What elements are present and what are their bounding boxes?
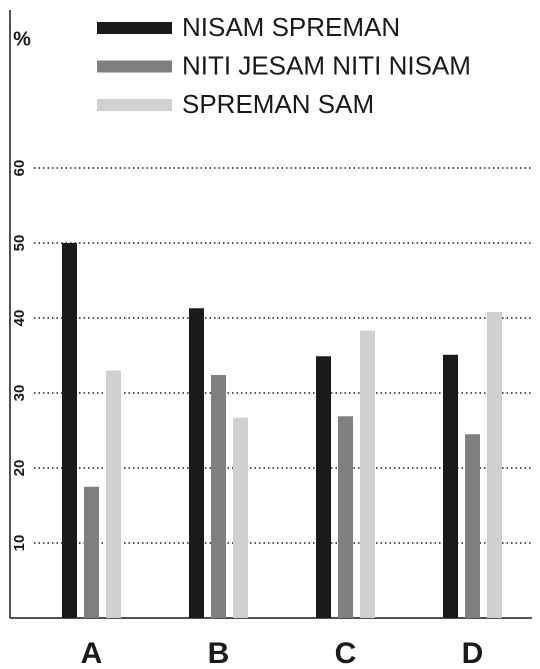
bar xyxy=(106,370,121,618)
legend-swatch xyxy=(97,99,172,111)
bar xyxy=(84,486,99,618)
x-tick-label: A xyxy=(81,637,103,669)
y-tick-label: 20 xyxy=(11,460,28,477)
bar xyxy=(62,243,77,618)
legend-swatch xyxy=(97,60,172,73)
bar xyxy=(338,416,353,618)
bar xyxy=(316,356,331,618)
bar xyxy=(233,417,248,618)
legend-label: SPREMAN SAM xyxy=(182,89,374,119)
x-tick-label: C xyxy=(335,637,357,669)
x-tick-label: D xyxy=(462,637,484,669)
y-tick-label: 50 xyxy=(11,235,28,252)
y-axis-label: % xyxy=(13,28,31,50)
y-tick-label: 40 xyxy=(11,310,28,327)
y-tick-label: 60 xyxy=(11,160,28,177)
bar xyxy=(211,375,226,618)
bar xyxy=(360,330,375,618)
x-tick-label: B xyxy=(208,637,230,669)
legend-label: NISAM SPREMAN xyxy=(182,12,400,42)
y-tick-label: 30 xyxy=(11,385,28,402)
y-tick-label: 10 xyxy=(11,535,28,552)
bar xyxy=(189,308,204,618)
legend-label: NITI JESAM NITI NISAM xyxy=(182,50,471,80)
bar xyxy=(443,354,458,618)
bar xyxy=(465,434,480,618)
bar xyxy=(487,312,502,618)
legend-swatch xyxy=(97,22,172,34)
